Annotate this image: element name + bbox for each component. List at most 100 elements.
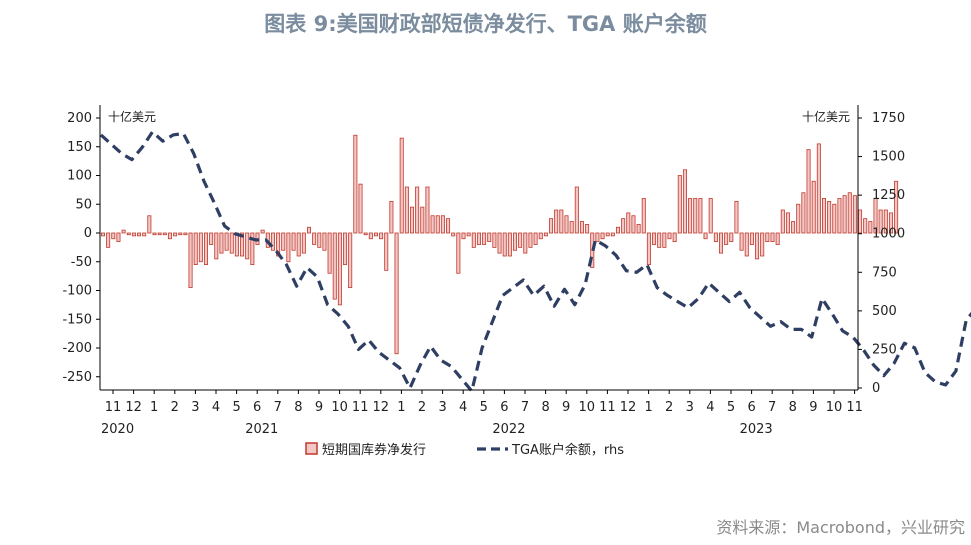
x-tick-label: 7 [521, 400, 529, 415]
bar [353, 134, 358, 234]
left-tick-label: -100 [62, 284, 92, 299]
x-tick-label: 5 [727, 400, 735, 415]
bar [574, 186, 579, 234]
bar [564, 215, 569, 234]
bar [811, 180, 816, 234]
x-tick-label: 1 [150, 400, 158, 415]
bar [368, 232, 373, 240]
tga-line [99, 130, 971, 393]
bar [425, 186, 430, 234]
x-tick-label: 2 [665, 400, 673, 415]
bar [312, 232, 317, 245]
bar [430, 215, 435, 234]
left-tick-label: 0 [84, 226, 92, 241]
bar [847, 192, 852, 234]
bar [579, 221, 584, 234]
bar [703, 232, 708, 240]
bar [631, 215, 636, 234]
right-tick-label: 1250 [872, 188, 905, 203]
bar [101, 232, 106, 237]
x-tick-label: 11 [599, 400, 616, 415]
x-tick-label: 7 [768, 400, 776, 415]
x-tick-label: 8 [789, 400, 797, 415]
bar [379, 232, 384, 240]
x-tick-label: 8 [294, 400, 302, 415]
legend-bar-label: 短期国库券净发行 [322, 442, 426, 458]
bar [652, 232, 657, 245]
bar [209, 232, 214, 245]
bar [502, 232, 507, 257]
x-tick-label: 3 [191, 400, 199, 415]
bar [755, 232, 760, 260]
bar [260, 229, 265, 234]
x-tick-label: 6 [253, 400, 261, 415]
bar [791, 221, 796, 234]
bar [399, 137, 404, 234]
bar [482, 232, 487, 245]
x-year-label: 2022 [492, 422, 525, 437]
right-tick-label: 1500 [872, 150, 905, 165]
bar [188, 232, 193, 289]
bar [518, 232, 523, 248]
x-tick-label: 4 [459, 400, 467, 415]
bar [245, 232, 250, 260]
bar [270, 232, 275, 251]
bar [734, 200, 739, 234]
bar [126, 232, 131, 236]
x-year-label: 2021 [245, 422, 278, 437]
bar [837, 198, 842, 234]
left-tick-label: 50 [75, 197, 92, 212]
right-tick-label: 250 [872, 342, 897, 357]
bar [167, 232, 172, 240]
x-tick-label: 4 [706, 400, 714, 415]
x-tick-label: 12 [125, 400, 142, 415]
bar [250, 232, 255, 266]
legend-line-label: TGA账户余额，rhs [511, 442, 624, 458]
bar [672, 232, 677, 243]
bar [106, 232, 111, 248]
bar [832, 203, 837, 234]
bar [296, 232, 301, 257]
bar [389, 200, 394, 234]
bar [363, 232, 368, 236]
x-tick-label: 1 [397, 400, 405, 415]
bar [178, 232, 183, 236]
x-tick-label: 6 [500, 400, 508, 415]
x-tick-label: 9 [315, 400, 323, 415]
bar-series [101, 134, 899, 355]
left-tick-label: 150 [67, 140, 92, 155]
bar [868, 221, 873, 234]
bar [348, 232, 353, 289]
bar [337, 232, 342, 306]
bar [476, 232, 481, 245]
x-tick-label: 12 [373, 400, 390, 415]
x-tick-label: 6 [747, 400, 755, 415]
bar [883, 209, 888, 234]
bar [152, 232, 157, 236]
x-tick-label: 5 [232, 400, 240, 415]
bar [827, 200, 832, 234]
bar [471, 232, 476, 248]
bar [528, 232, 533, 248]
bar [816, 143, 821, 234]
legend-bar-swatch [305, 442, 318, 455]
x-tick-label: 2 [418, 400, 426, 415]
bar [281, 232, 286, 251]
bar [636, 223, 641, 234]
bar [677, 175, 682, 234]
x-tick-label: 11 [105, 400, 122, 415]
bar [657, 232, 662, 248]
bar [394, 232, 399, 355]
bar [646, 232, 651, 266]
bar [198, 232, 203, 263]
bar [765, 232, 770, 243]
x-tick-label: 11 [352, 400, 369, 415]
bar [682, 169, 687, 234]
bar [492, 232, 497, 248]
bar [240, 232, 245, 257]
right-tick-label: 500 [872, 304, 897, 319]
bar [749, 232, 754, 245]
x-tick-label: 10 [579, 400, 596, 415]
bar [842, 195, 847, 234]
